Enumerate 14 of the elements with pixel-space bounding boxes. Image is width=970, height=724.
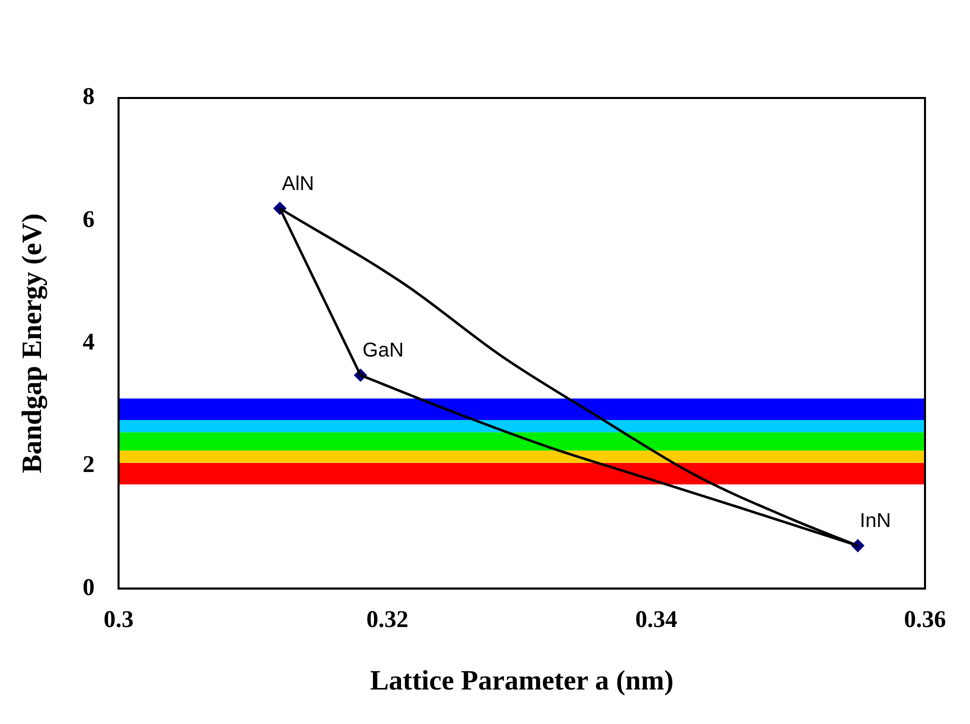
annotation: AlN xyxy=(282,172,314,195)
x-tick-label: 0.32 xyxy=(366,607,408,634)
x-axis-title: Lattice Parameter a (nm) xyxy=(370,665,674,696)
y-axis-title: Bandgap Energy (eV) xyxy=(17,213,48,474)
y-tick-label: 4 xyxy=(82,330,95,356)
y-tick-label: 2 xyxy=(82,452,95,478)
x-tick-label: 0.3 xyxy=(104,607,134,634)
annotation: InN xyxy=(860,510,891,532)
x-tick-label: 0.36 xyxy=(904,607,946,634)
annotation: GaN xyxy=(362,340,404,362)
y-tick-label: 8 xyxy=(82,84,95,110)
y-tick-label: 6 xyxy=(82,206,95,233)
x-tick-label: 0.34 xyxy=(635,607,678,634)
y-tick-label: 0 xyxy=(82,574,95,601)
